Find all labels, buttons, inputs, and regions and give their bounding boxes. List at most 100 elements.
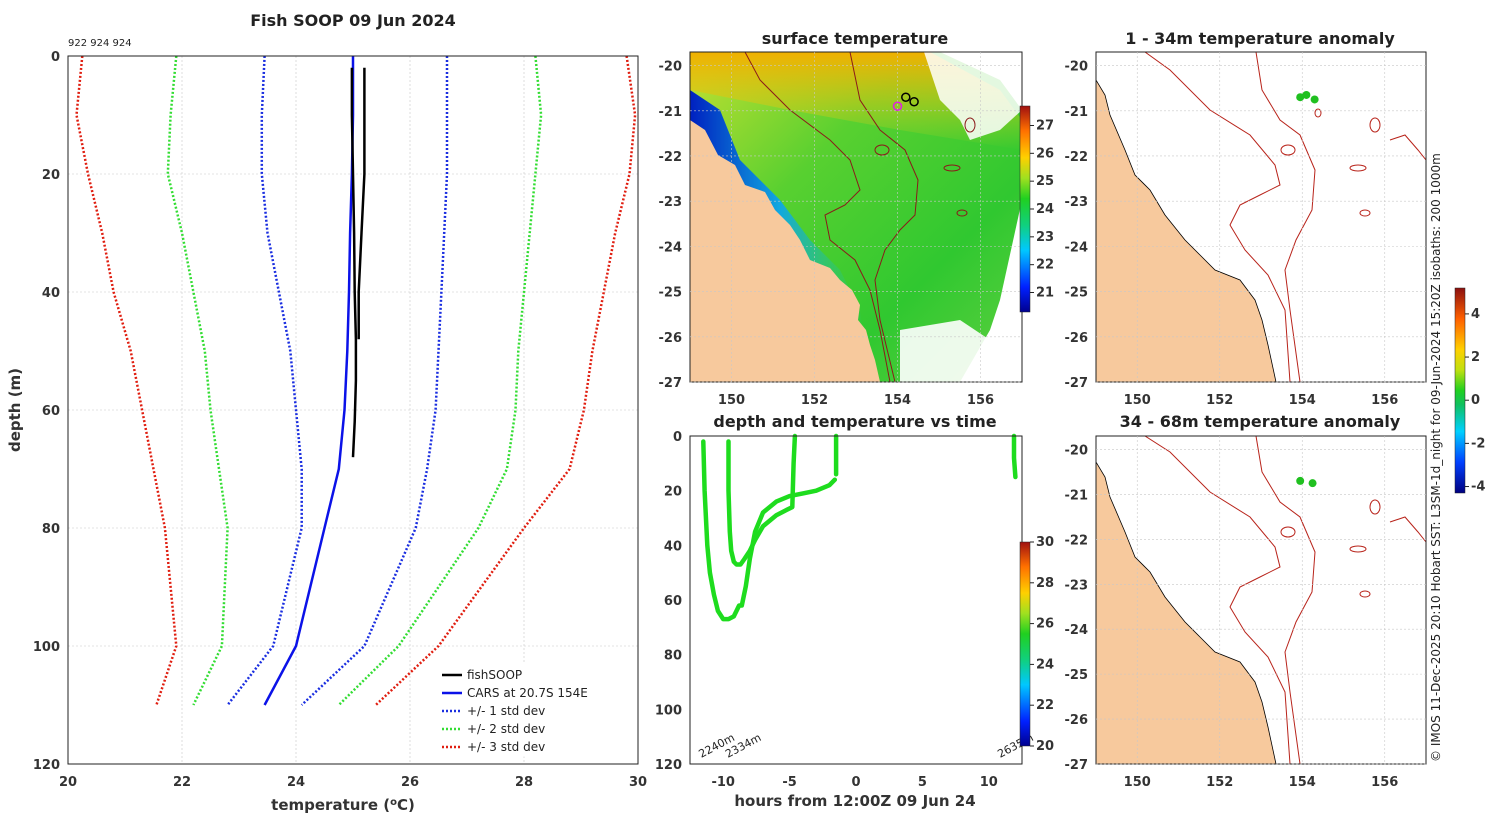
anomaly-lower-cast-marker [1308, 479, 1317, 488]
anomaly-upper-xtick-label: 150 [1124, 393, 1151, 408]
anomaly-colorbar-label: 2 [1471, 350, 1480, 365]
sst-cloud-mask-south [900, 320, 990, 382]
anomaly-lower-ytick-label: -26 [1065, 713, 1089, 728]
anomaly-upper-ytick-label: -21 [1065, 105, 1089, 120]
anomaly-upper-isobath-200 [1144, 52, 1291, 382]
timeseries-ytick-label: 80 [664, 649, 682, 664]
timeseries-xlabel: hours from 12:00Z 09 Jun 24 [734, 792, 975, 810]
anomaly-colorbar-label: 4 [1471, 307, 1480, 322]
anomaly-upper-ytick-label: -23 [1065, 195, 1089, 210]
timeseries-xtick-label: 5 [918, 775, 927, 790]
profile-ytick-label: 40 [42, 286, 60, 301]
timeseries-track [1011, 433, 1018, 480]
sst-colorbar [1019, 105, 1031, 313]
profile-series-std2 [337, 55, 543, 706]
sst-xtick-label: 154 [884, 393, 911, 408]
timeseries-title: depth and temperature vs time [713, 412, 996, 431]
side-credit: © IMOS 11-Dec-2025 20:10 Hobart SST: L3S… [1429, 153, 1443, 762]
profile-xlabel-degree: o [390, 797, 397, 808]
anomaly-upper-map: 150 152 154 156 -20 -21 -22 -23 -24 -25 -26 -27 1 -… [1065, 29, 1427, 408]
profile-xtick-label: 26 [401, 775, 419, 790]
sst-axes: 150 152 154 156 -20 -21 -22 -23 -24 -25 -26 -27 [659, 52, 1022, 408]
profile-xtick-label: 30 [629, 775, 647, 790]
anomaly-colorbar [1454, 287, 1466, 494]
profile-xlabel: temperature (oC) [271, 796, 415, 814]
sst-map: 150 152 154 156 -20 -21 -22 -23 -24 -25 -26 -27 sur… [659, 29, 1055, 408]
sst-ytick-label: -20 [659, 60, 683, 75]
sst-isobath-1000 [849, 52, 919, 382]
timeseries-ytick-label: 60 [664, 594, 682, 609]
timeseries-ytick-label: 120 [655, 758, 682, 773]
anomaly-lower-ytick-label: -20 [1065, 443, 1089, 458]
profile-xlabel-unit: C) [397, 796, 415, 814]
anomaly-upper-cast-marker [1302, 90, 1311, 99]
profile-series-std1 [300, 56, 449, 706]
sst-colorbar-label: 24 [1036, 202, 1054, 217]
anomaly-lower-ytick-label: -24 [1065, 623, 1089, 638]
anomaly-upper-ytick-label: -26 [1065, 331, 1089, 346]
sst-ytick-label: -24 [659, 240, 683, 255]
profile-series-soop [357, 67, 366, 340]
anomaly-upper-xtick-label: 154 [1289, 393, 1316, 408]
profile-ytick-label: 60 [42, 404, 60, 419]
profile-xtick-label: 28 [515, 775, 533, 790]
profile-series-std3 [75, 55, 178, 706]
profile-ytick-label: 20 [42, 168, 60, 183]
anomaly-colorbar-ticks: -4 -2 0 2 4 [1465, 307, 1485, 495]
profile-xtick-label: 22 [173, 775, 191, 790]
timeseries-colorbar [1019, 541, 1031, 747]
sst-colorbar-label: 23 [1036, 230, 1054, 245]
sst-xtick-label: 150 [718, 393, 745, 408]
profile-ytick-label: 100 [33, 640, 60, 655]
sst-land [690, 120, 880, 382]
anomaly-upper-axes: 150 152 154 156 -20 -21 -22 -23 -24 -25 -26 -27 [1065, 52, 1426, 408]
anomaly-lower-cast-marker [1296, 476, 1305, 485]
profile-xtick-label: 20 [59, 775, 77, 790]
anomaly-upper-ytick-label: -27 [1065, 376, 1089, 391]
anomaly-lower-xtick-label: 154 [1289, 775, 1316, 790]
sst-title: surface temperature [762, 29, 949, 48]
sst-cloud-mask-north [924, 52, 1022, 140]
timeseries-track [726, 433, 798, 567]
profile-ytick-label: 80 [42, 522, 60, 537]
sst-cast-marker [892, 101, 903, 111]
sst-xtick-label: 152 [801, 393, 828, 408]
timeseries-colorbar-label: 22 [1036, 698, 1054, 713]
anomaly-upper-title: 1 - 34m temperature anomaly [1125, 29, 1395, 48]
timeseries-xtick-label: 10 [980, 775, 998, 790]
anomaly-upper-land [1096, 79, 1277, 382]
anomaly-lower-land [1096, 461, 1277, 764]
anomaly-upper-ytick-label: -25 [1065, 286, 1089, 301]
timeseries-ytick-label: 100 [655, 703, 682, 718]
timeseries-xtick-label: 0 [851, 775, 860, 790]
anomaly-lower-xtick-label: 152 [1206, 775, 1233, 790]
figure-title: Fish SOOP 09 Jun 2024 [250, 11, 456, 30]
legend-label-cars: CARS at 20.7S 154E [467, 686, 588, 700]
anomaly-upper-ytick-label: -24 [1065, 240, 1089, 255]
timeseries-ytick-label: 20 [664, 485, 682, 500]
anomaly-upper-ytick-label: -22 [1065, 150, 1089, 165]
profile-ytick-label: 120 [33, 758, 60, 773]
anomaly-lower-axes: 150 152 154 156 -20 -21 -22 -23 -24 -25 -26 -27 [1065, 436, 1426, 790]
anomaly-lower-title: 34 - 68m temperature anomaly [1120, 412, 1401, 431]
profile-series-std2 [166, 55, 229, 706]
anomaly-colorbar-label: -2 [1471, 436, 1485, 451]
timeseries-colorbar-label: 30 [1036, 535, 1054, 550]
sst-ytick-label: -26 [659, 331, 683, 346]
anomaly-lower-ytick-label: -22 [1065, 533, 1089, 548]
sst-colorbar-label: 26 [1036, 146, 1054, 161]
anomaly-colorbar-label: 0 [1471, 393, 1480, 408]
sst-ytick-label: -23 [659, 195, 683, 210]
anomaly-upper-isobath-1000 [1255, 52, 1316, 382]
sst-colorbar-label: 21 [1036, 286, 1054, 301]
timeseries-colorbar-label: 24 [1036, 657, 1054, 672]
timeseries-xtick-label: -5 [782, 775, 796, 790]
profile-ylabel: depth (m) [6, 368, 24, 452]
sst-cast-marker [901, 92, 911, 102]
anomaly-upper-xtick-label: 152 [1206, 393, 1233, 408]
anomaly-lower-xtick-label: 150 [1124, 775, 1151, 790]
anomaly-lower-isobath-1000 [1255, 436, 1316, 764]
anomaly-lower-ytick-label: -25 [1065, 668, 1089, 683]
profile-legend: fishSOOP CARS at 20.7S 154E +/- 1 std de… [435, 663, 607, 757]
anomaly-upper-ytick-label: -20 [1065, 60, 1089, 75]
